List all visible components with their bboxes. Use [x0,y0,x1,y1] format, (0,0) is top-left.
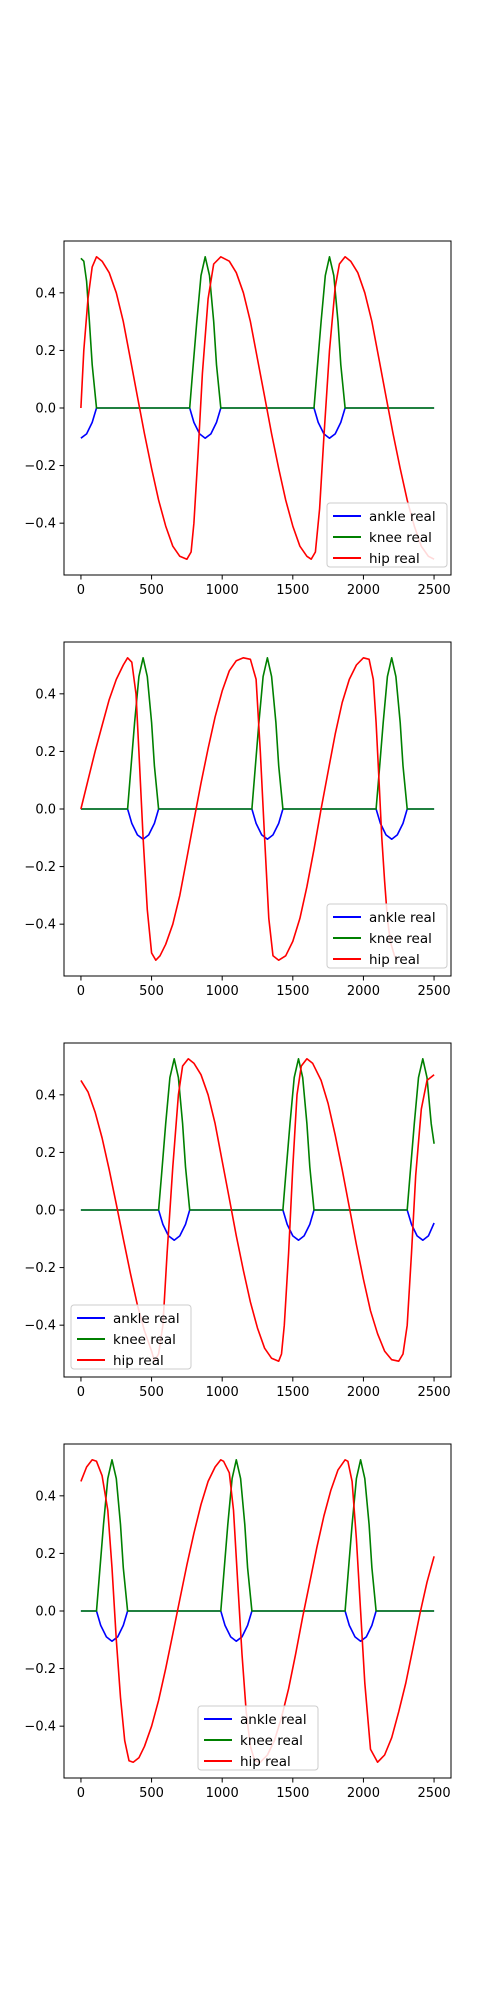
x-tick-label: 500 [139,1385,164,1400]
legend-label: knee real [369,530,432,546]
x-tick-label: 2500 [418,1385,451,1400]
legend-label: knee real [369,931,432,947]
x-tick-label: 2000 [347,1786,380,1801]
legend-label: hip real [369,551,420,567]
series-line-knee-real [80,1459,435,1612]
y-tick-label: −0.4 [24,1720,56,1735]
series-line-hip-real [80,656,398,962]
y-tick-label: 0.0 [35,803,56,818]
x-tick-label: 500 [139,984,164,999]
legend: ankle real knee real hip real [70,1304,192,1370]
y-tick-label: −0.4 [24,1319,56,1334]
legend-label: knee real [113,1332,176,1348]
legend-label: hip real [240,1754,291,1770]
chart-1: 0 500 1000 1500 2000 2500 −0.4 −0.2 0.0 0.2 0.4 ank… [24,240,452,598]
x-tick-label: 2000 [347,984,380,999]
x-tick-label: 1500 [276,1385,309,1400]
legend: ankle real knee real hip real [197,1705,319,1771]
legend-label: knee real [240,1733,303,1749]
x-tick-label: 1000 [206,583,239,598]
legend: ankle real knee real hip real [326,903,448,969]
y-tick-label: 0.0 [35,402,56,417]
y-tick-label: −0.2 [24,1662,56,1677]
series-line-knee-real [80,656,435,810]
x-tick-label: 2500 [418,1786,451,1801]
legend-label: ankle real [369,910,436,926]
x-tick-label: 2000 [347,1385,380,1400]
x-tick-label: 1500 [276,1786,309,1801]
chart-4: 0 500 1000 1500 2000 2500 −0.4 −0.2 0.0 0.2 0.4 ank… [24,1443,452,1801]
y-tick-label: 0.4 [35,1088,56,1103]
legend-box [197,1705,319,1771]
y-tick-label: 0.4 [35,1489,56,1504]
x-tick-label: 1000 [206,1786,239,1801]
y-tick-label: −0.4 [24,517,56,532]
legend-box [70,1304,192,1370]
y-tick-label: 0.2 [35,1547,56,1562]
series-line-hip-real [80,255,435,561]
y-tick-label: 0.2 [35,1146,56,1161]
legend-label: ankle real [240,1712,307,1728]
y-tick-label: −0.2 [24,1261,56,1276]
legend-label: hip real [369,952,420,968]
series-line-ankle-real [80,1209,435,1241]
y-tick-label: −0.2 [24,459,56,474]
chart-3: 0 500 1000 1500 2000 2500 −0.4 −0.2 0.0 0.2 0.4 ank… [24,1042,452,1400]
legend-box [326,903,448,969]
x-tick-label: 500 [139,583,164,598]
series-line-knee-real [80,1058,435,1211]
series-line-ankle-real [80,808,435,841]
y-tick-label: −0.4 [24,918,56,933]
legend: ankle real knee real hip real [326,502,448,568]
x-tick-label: 1000 [206,984,239,999]
x-tick-label: 0 [77,1385,85,1400]
x-tick-label: 2500 [418,984,451,999]
legend-label: ankle real [369,509,436,525]
y-tick-label: 0.4 [35,687,56,702]
x-tick-label: 0 [77,583,85,598]
legend-label: ankle real [113,1311,180,1327]
x-tick-label: 2000 [347,583,380,598]
y-tick-label: −0.2 [24,860,56,875]
y-tick-label: 0.2 [35,344,56,359]
legend-box [326,502,448,568]
x-tick-label: 2500 [418,583,451,598]
series-line-knee-real [80,255,435,409]
y-tick-label: 0.0 [35,1204,56,1219]
y-tick-label: 0.2 [35,745,56,760]
y-tick-label: 0.4 [35,286,56,301]
legend-label: hip real [113,1353,164,1369]
x-tick-label: 1500 [276,583,309,598]
x-tick-label: 0 [77,984,85,999]
x-tick-label: 1000 [206,1385,239,1400]
x-tick-label: 1500 [276,984,309,999]
x-tick-label: 500 [139,1786,164,1801]
chart-2: 0 500 1000 1500 2000 2500 −0.4 −0.2 0.0 0.2 0.4 ank… [24,641,452,999]
y-tick-label: 0.0 [35,1605,56,1620]
x-tick-label: 0 [77,1786,85,1801]
